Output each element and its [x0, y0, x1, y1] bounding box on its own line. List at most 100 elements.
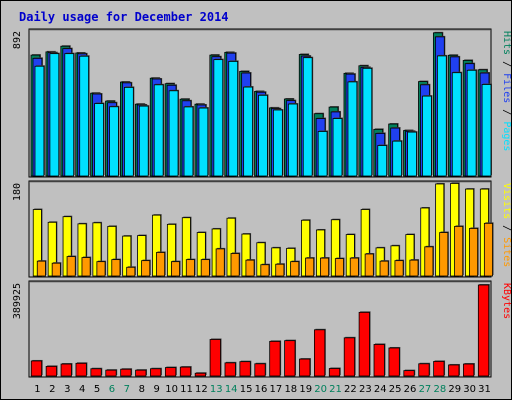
- bar-kbytes-day-4: [75, 362, 87, 377]
- bar-sites-day-21: [334, 258, 344, 277]
- bar-pages-day-11: [183, 106, 194, 177]
- bar-sites-day-8: [141, 260, 151, 277]
- bar-pages-day-14: [228, 61, 239, 177]
- bar-pages-day-26: [407, 131, 417, 177]
- max-label-kbytes: 389925: [12, 283, 23, 319]
- bar-pages-day-18: [287, 103, 298, 177]
- day-label-31: 31: [478, 384, 491, 395]
- day-label-16: 16: [255, 384, 268, 395]
- day-label-7: 7: [124, 384, 130, 395]
- bar-kbytes-day-12: [194, 372, 207, 377]
- bar-pages-day-30: [466, 69, 477, 177]
- bar-sites-day-23: [364, 253, 374, 277]
- bar-kbytes-day-15: [239, 361, 251, 377]
- bar-sites-day-27: [424, 246, 434, 277]
- bar-pages-day-17: [273, 109, 283, 177]
- day-label-29: 29: [448, 384, 461, 395]
- bar-pages-day-7: [124, 87, 134, 177]
- legend-separator: /: [501, 103, 511, 121]
- bar-kbytes-day-1: [30, 360, 43, 377]
- bar-pages-day-16: [258, 94, 268, 177]
- bar-sites-day-28: [439, 232, 449, 277]
- day-label-6: 6: [109, 384, 115, 395]
- bar-sites-day-31: [483, 222, 493, 277]
- day-label-13: 13: [210, 384, 223, 395]
- day-label-20: 20: [314, 384, 327, 395]
- legend-separator: /: [501, 219, 511, 237]
- bar-pages-day-8: [138, 105, 149, 177]
- day-label-2: 2: [49, 384, 55, 395]
- day-label-10: 10: [165, 384, 178, 395]
- bar-sites-day-9: [156, 252, 166, 277]
- bar-kbytes-day-6: [105, 369, 117, 377]
- bar-kbytes-day-31: [477, 284, 490, 377]
- bar-sites-day-2: [51, 262, 61, 277]
- bar-pages-day-28: [436, 55, 447, 177]
- day-label-22: 22: [344, 384, 357, 395]
- bar-pages-day-31: [481, 84, 492, 177]
- bar-pages-day-4: [79, 55, 90, 177]
- bar-kbytes-day-26: [403, 370, 415, 377]
- bar-kbytes-day-13: [209, 339, 221, 377]
- legend-item-visits: Visits: [501, 183, 511, 219]
- bar-sites-day-10: [170, 261, 180, 277]
- legend-sites-visits: Visits / Sites: [501, 183, 511, 267]
- bar-pages-day-22: [347, 81, 358, 177]
- bar-kbytes-day-25: [388, 347, 400, 377]
- bar-sites-day-22: [349, 257, 359, 277]
- bar-pages-day-12: [198, 107, 209, 177]
- bar-sites-day-17: [275, 263, 285, 277]
- bar-pages-day-9: [153, 84, 164, 177]
- bar-kbytes-day-27: [418, 363, 430, 377]
- bar-sites-day-19: [305, 257, 315, 277]
- day-label-8: 8: [139, 384, 145, 395]
- bar-kbytes-day-30: [463, 363, 475, 377]
- bar-pages-day-2: [49, 53, 60, 177]
- bar-pages-day-10: [168, 90, 179, 177]
- day-label-26: 26: [404, 384, 417, 395]
- day-label-30: 30: [463, 384, 476, 395]
- max-label-pages-files-hits: 892: [12, 31, 23, 49]
- bar-sites-day-7: [126, 266, 136, 277]
- bar-sites-day-29: [454, 225, 464, 277]
- bar-kbytes-day-23: [358, 311, 370, 377]
- bar-kbytes-day-20: [313, 329, 326, 377]
- bar-kbytes-day-24: [373, 344, 385, 377]
- bar-pages-day-21: [332, 118, 343, 177]
- day-label-12: 12: [195, 384, 208, 395]
- day-label-5: 5: [94, 384, 100, 395]
- max-label-sites-visits: 180: [12, 183, 23, 201]
- bar-sites-day-14: [230, 253, 240, 277]
- bar-kbytes-day-8: [135, 369, 147, 377]
- bar-pages-day-5: [94, 103, 104, 177]
- day-label-25: 25: [389, 384, 402, 395]
- bar-kbytes-day-19: [299, 358, 311, 377]
- bar-sites-day-13: [215, 248, 225, 277]
- bar-sites-day-16: [260, 264, 270, 277]
- day-label-15: 15: [240, 384, 253, 395]
- bar-pages-day-1: [34, 65, 45, 177]
- bar-pages-day-15: [243, 86, 253, 177]
- bar-sites-day-6: [111, 259, 121, 277]
- bar-pages-day-27: [422, 95, 432, 177]
- bar-kbytes-day-11: [179, 366, 192, 377]
- bar-sites-day-4: [81, 257, 91, 277]
- bar-kbytes-day-21: [328, 368, 341, 377]
- legend-kbytes: KBytes: [501, 283, 511, 319]
- bar-kbytes-day-2: [45, 365, 57, 377]
- bar-pages-day-25: [392, 140, 402, 177]
- day-label-21: 21: [329, 384, 342, 395]
- bar-sites-day-26: [409, 259, 419, 277]
- chart-title: Daily usage for December 2014: [19, 10, 229, 24]
- bar-sites-day-3: [66, 256, 76, 277]
- day-label-3: 3: [64, 384, 70, 395]
- bar-pages-day-13: [213, 59, 224, 177]
- bar-kbytes-day-17: [269, 340, 281, 377]
- bar-pages-day-29: [451, 72, 462, 177]
- bar-kbytes-day-5: [90, 368, 102, 377]
- bar-sites-day-12: [200, 259, 210, 277]
- bar-kbytes-day-28: [433, 361, 445, 377]
- legend-item-files: Files: [501, 73, 511, 103]
